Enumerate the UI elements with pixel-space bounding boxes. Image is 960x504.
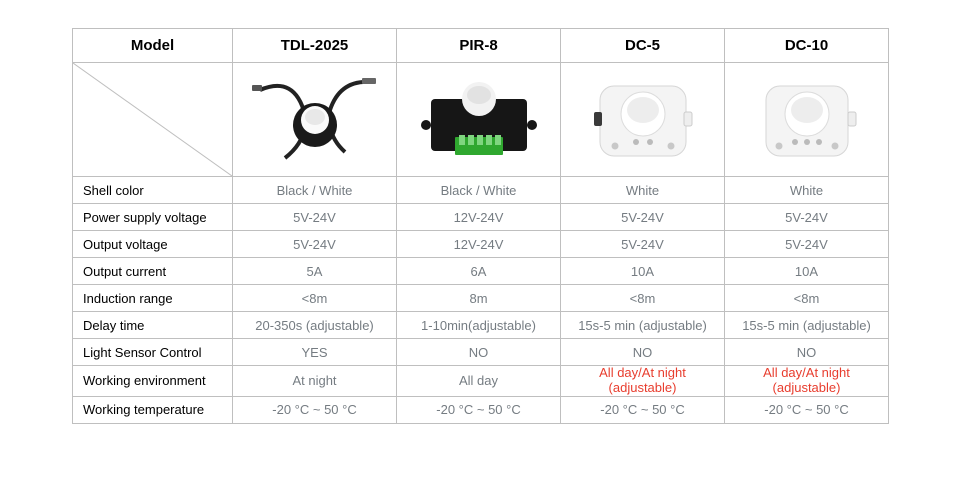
label: Delay time	[73, 312, 233, 339]
value: NO	[397, 339, 561, 366]
value: White	[561, 177, 725, 204]
value: Black / White	[397, 177, 561, 204]
value: <8m	[561, 285, 725, 312]
value: 5V-24V	[233, 204, 397, 231]
row-delay-time: Delay time 20-350s (adjustable) 1-10min(…	[73, 312, 889, 339]
row-working-environment: Working environment At night All day All…	[73, 366, 889, 397]
product-image-tdl2025	[233, 63, 397, 177]
header-dc10: DC-10	[725, 29, 889, 63]
value: 5V-24V	[561, 231, 725, 258]
value: NO	[725, 339, 889, 366]
header-dc5: DC-5	[561, 29, 725, 63]
row-output-voltage: Output voltage 5V-24V 12V-24V 5V-24V 5V-…	[73, 231, 889, 258]
product-image-pir8	[397, 63, 561, 177]
value: 15s-5 min (adjustable)	[725, 312, 889, 339]
label: Induction range	[73, 285, 233, 312]
value: <8m	[725, 285, 889, 312]
header-tdl2025: TDL-2025	[233, 29, 397, 63]
value: 12V-24V	[397, 204, 561, 231]
label: Power supply voltage	[73, 204, 233, 231]
value: 6A	[397, 258, 561, 285]
comparison-table: Model TDL-2025 PIR-8 DC-5 DC-10	[72, 28, 889, 424]
value: 5V-24V	[561, 204, 725, 231]
label: Output voltage	[73, 231, 233, 258]
product-image-dc10	[725, 63, 889, 177]
value: -20 °C ~ 50 °C	[397, 396, 561, 423]
label: Shell color	[73, 177, 233, 204]
value: NO	[561, 339, 725, 366]
value: 10A	[725, 258, 889, 285]
value: 5V-24V	[725, 231, 889, 258]
value: 20-350s (adjustable)	[233, 312, 397, 339]
image-row	[73, 63, 889, 177]
value: 10A	[561, 258, 725, 285]
row-output-current: Output current 5A 6A 10A 10A	[73, 258, 889, 285]
label: Light Sensor Control	[73, 339, 233, 366]
row-shell-color: Shell color Black / White Black / White …	[73, 177, 889, 204]
value: 5V-24V	[725, 204, 889, 231]
row-working-temperature: Working temperature -20 °C ~ 50 °C -20 °…	[73, 396, 889, 423]
label: Working environment	[73, 366, 233, 397]
label: Output current	[73, 258, 233, 285]
row-light-sensor: Light Sensor Control YES NO NO NO	[73, 339, 889, 366]
value: At night	[233, 366, 397, 397]
value: YES	[233, 339, 397, 366]
value: -20 °C ~ 50 °C	[233, 396, 397, 423]
value: All day	[397, 366, 561, 397]
header-model: Model	[73, 29, 233, 63]
value: 12V-24V	[397, 231, 561, 258]
header-pir8: PIR-8	[397, 29, 561, 63]
value: -20 °C ~ 50 °C	[561, 396, 725, 423]
value: Black / White	[233, 177, 397, 204]
value: 1-10min(adjustable)	[397, 312, 561, 339]
value: -20 °C ~ 50 °C	[725, 396, 889, 423]
value: <8m	[233, 285, 397, 312]
value: White	[725, 177, 889, 204]
value: 5V-24V	[233, 231, 397, 258]
value: 8m	[397, 285, 561, 312]
label: Working temperature	[73, 396, 233, 423]
row-power-supply: Power supply voltage 5V-24V 12V-24V 5V-2…	[73, 204, 889, 231]
header-row: Model TDL-2025 PIR-8 DC-5 DC-10	[73, 29, 889, 63]
value: 15s-5 min (adjustable)	[561, 312, 725, 339]
product-image-dc5	[561, 63, 725, 177]
value: All day/At night (adjustable)	[725, 366, 889, 397]
value: 5A	[233, 258, 397, 285]
row-induction-range: Induction range <8m 8m <8m <8m	[73, 285, 889, 312]
value: All day/At night (adjustable)	[561, 366, 725, 397]
diagonal-cell	[73, 63, 233, 177]
